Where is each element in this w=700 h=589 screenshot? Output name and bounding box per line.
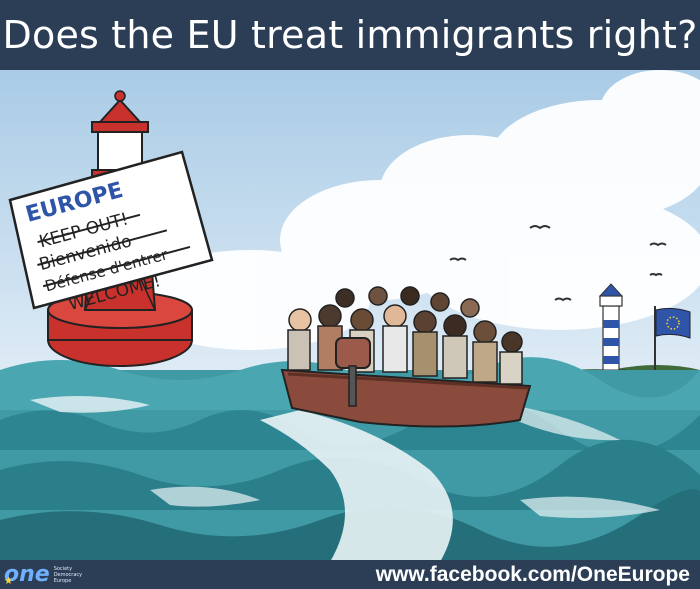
logo-tagline: Society Democracy Europe xyxy=(54,566,82,584)
strike-line-defense xyxy=(42,245,191,288)
star-icon: ★ xyxy=(4,576,13,587)
strike-line-keep-out xyxy=(37,213,141,244)
cartoon-illustration: EUROPE KEEP OUT! Bienvenido Défense d'en… xyxy=(0,70,700,562)
outboard-motor xyxy=(335,337,371,369)
cartoon-svg: EUROPE KEEP OUT! Bienvenido Défense d'en… xyxy=(0,70,700,562)
title-bar: Does the EU treat immigrants right? xyxy=(0,0,700,70)
logo-line-2: Democracy xyxy=(53,572,83,578)
page-title: Does the EU treat immigrants right? xyxy=(2,13,698,57)
facebook-url-link[interactable]: www.facebook.com/OneEurope xyxy=(375,563,690,586)
strike-line-bienvenido xyxy=(37,229,168,266)
logo-line-3: Europe xyxy=(53,578,72,584)
footer-bar: ★ one Society Democracy Europe www.faceb… xyxy=(0,560,700,589)
buoy-sign: EUROPE KEEP OUT! Bienvenido Défense d'en… xyxy=(8,150,214,315)
one-europe-logo: ★ one Society Democracy Europe xyxy=(4,562,82,588)
logo-word: one xyxy=(4,562,50,587)
birds xyxy=(449,225,667,302)
eu-flag xyxy=(654,306,691,375)
logo-line-1: Society xyxy=(53,566,73,572)
migrant-boat xyxy=(280,286,532,428)
